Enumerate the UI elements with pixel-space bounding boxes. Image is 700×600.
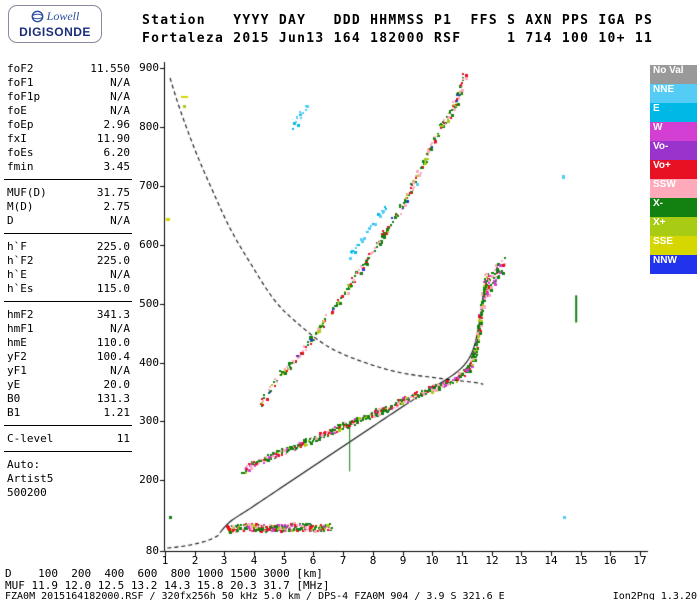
status-bar: FZA0M_2015164182000.RSF / 320fx256h 50 k… bbox=[5, 592, 697, 600]
legend-item-ssw: SSW bbox=[650, 179, 697, 198]
echo-direction-legend: No Val NNE E W Vo- Vo+ SSW X- X+ SSE NNW bbox=[650, 65, 697, 274]
x-axis-tick-label: 16 bbox=[603, 554, 617, 567]
legend-item-sse: SSE bbox=[650, 236, 697, 255]
y-axis-tick-label: 80 bbox=[145, 544, 159, 557]
x-axis-tick-label: 5 bbox=[280, 554, 288, 567]
legend-item-nnw: NNW bbox=[650, 255, 697, 274]
x-axis-tick-label: 15 bbox=[574, 554, 588, 567]
program-version: Ion2Png 1.3.20 bbox=[612, 591, 697, 600]
legend-item-no-val: No Val bbox=[650, 65, 697, 84]
x-axis-tick-label: 17 bbox=[633, 554, 647, 567]
y-axis-tick-label: 400 bbox=[139, 356, 159, 369]
y-axis-tick-label: 500 bbox=[139, 297, 159, 310]
legend-item-nne: NNE bbox=[650, 84, 697, 103]
x-axis-tick-label: 6 bbox=[309, 554, 317, 567]
x-axis-tick-label: 12 bbox=[485, 554, 499, 567]
legend-item-e: E bbox=[650, 103, 697, 122]
x-axis-tick-label: 11 bbox=[455, 554, 469, 567]
y-axis-tick-label: 200 bbox=[139, 473, 159, 486]
y-axis-tick-label: 700 bbox=[139, 179, 159, 192]
distance-row: D 100 200 400 600 800 1000 1500 3000 [km… bbox=[5, 567, 323, 580]
file-info: FZA0M_2015164182000.RSF / 320fx256h 50 k… bbox=[5, 591, 505, 600]
legend-item-x-: X- bbox=[650, 198, 697, 217]
x-axis-tick-label: 4 bbox=[250, 554, 258, 567]
x-axis-tick-label: 9 bbox=[399, 554, 407, 567]
muf-row: MUF 11.9 12.0 12.5 13.2 14.3 15.8 20.3 3… bbox=[5, 579, 330, 592]
legend-item-vo-: Vo- bbox=[650, 141, 697, 160]
x-axis-tick-label: 8 bbox=[369, 554, 377, 567]
legend-item-x+: X+ bbox=[650, 217, 697, 236]
legend-item-w: W bbox=[650, 122, 697, 141]
x-axis-tick-label: 7 bbox=[339, 554, 347, 567]
y-axis-tick-label: 900 bbox=[139, 61, 159, 74]
y-axis-tick-label: 800 bbox=[139, 120, 159, 133]
y-axis-tick-label: 600 bbox=[139, 238, 159, 251]
x-axis-tick-label: 10 bbox=[425, 554, 439, 567]
x-axis-tick-label: 3 bbox=[220, 554, 228, 567]
legend-item-vo+: Vo+ bbox=[650, 160, 697, 179]
x-axis-tick-label: 2 bbox=[191, 554, 199, 567]
x-axis-tick-label: 14 bbox=[544, 554, 558, 567]
x-axis-tick-label: 1 bbox=[161, 554, 169, 567]
y-axis-tick-label: 300 bbox=[139, 414, 159, 427]
x-axis-tick-label: 13 bbox=[514, 554, 528, 567]
